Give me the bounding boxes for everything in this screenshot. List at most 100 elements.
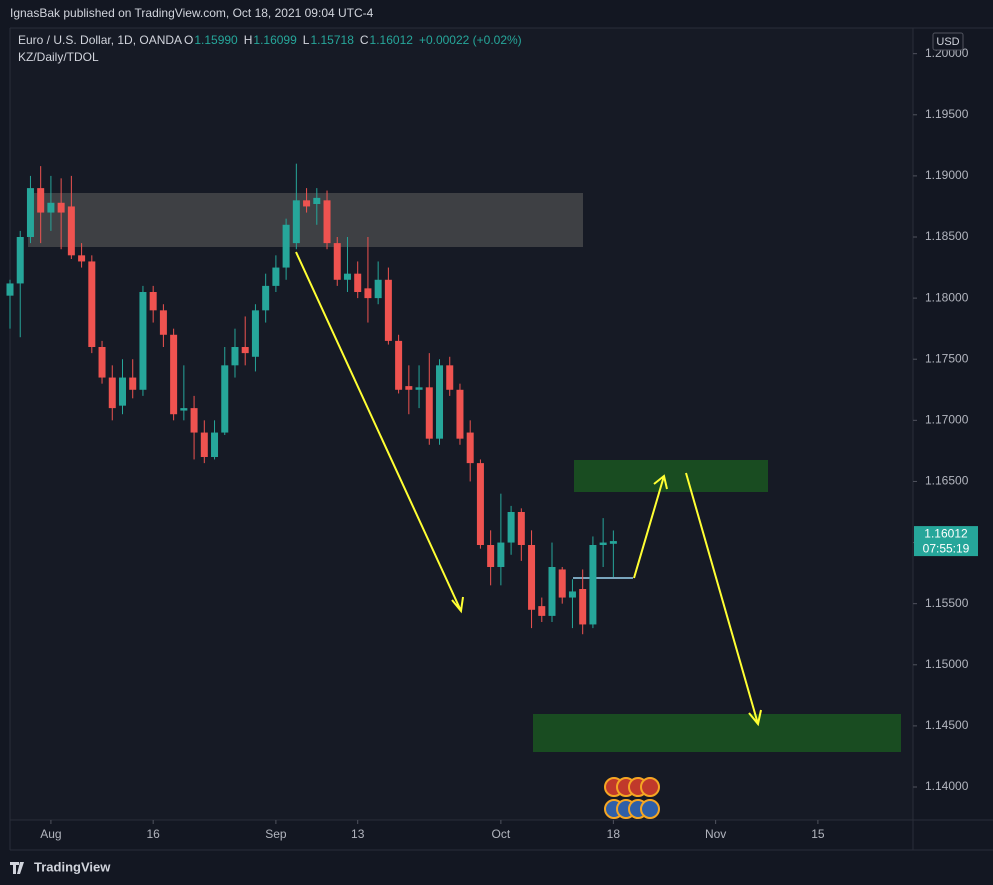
candle-body [548, 567, 556, 616]
currency-box[interactable] [932, 32, 964, 51]
candle-body [364, 288, 372, 299]
candle-body [88, 261, 96, 347]
candle-body [292, 200, 300, 244]
countdown: 07:55:19 [923, 541, 970, 555]
candle-body [57, 202, 65, 213]
candle-body [333, 243, 341, 280]
candle-body [487, 545, 495, 567]
candle-body [395, 340, 403, 390]
candle-body [425, 387, 433, 439]
candle-body [609, 541, 617, 544]
candle-body [313, 197, 321, 204]
candle-body [405, 386, 413, 390]
last-price: 1.16012 [924, 526, 968, 540]
candle-body [200, 432, 208, 457]
candle-body [528, 545, 536, 610]
candle-body [159, 310, 167, 335]
candle-body [221, 365, 229, 433]
candle-body [129, 377, 137, 390]
candle-body [272, 267, 280, 286]
candle-body [599, 542, 607, 545]
x-tick-label: 15 [811, 827, 825, 841]
y-tick-label: 1.19000 [925, 168, 969, 182]
candle-body [241, 347, 249, 354]
candle-body [456, 389, 464, 439]
brand: TradingView [34, 859, 111, 874]
candle-body [343, 273, 351, 280]
x-tick-label: Nov [705, 827, 726, 841]
indicator: KZ/Daily/TDOL [18, 50, 99, 64]
candle-body [374, 279, 382, 299]
ohlc-change: +0.00022 (+0.02%) [419, 33, 522, 47]
arrow-down-2 [685, 472, 762, 727]
arrow-up [633, 474, 668, 579]
logo [10, 862, 24, 874]
candle-body [47, 202, 55, 213]
candle-body [231, 347, 239, 366]
symbol: Euro / U.S. Dollar, 1D, OANDA [18, 33, 182, 47]
candle-body [118, 377, 126, 406]
y-tick-label: 1.17500 [925, 351, 969, 365]
candle-body [98, 347, 106, 378]
candle-body [78, 255, 86, 262]
event-icon [640, 777, 660, 797]
candle-body [568, 591, 576, 598]
candle-body [282, 224, 290, 268]
publisher: IgnasBak published on TradingView.com, O… [10, 6, 374, 20]
candle-body [517, 512, 525, 545]
ohlc-value: 1.16012 [370, 33, 414, 47]
y-tick-label: 1.15500 [925, 596, 969, 610]
y-tick-label: 1.16500 [925, 474, 969, 488]
ohlc-key: O [184, 33, 193, 47]
candle-body [558, 569, 566, 598]
x-tick-label: 16 [146, 827, 160, 841]
candle-body [251, 310, 259, 357]
target-zone [574, 460, 768, 492]
candle-body [26, 188, 34, 237]
candle-body [170, 334, 178, 415]
ohlc-key: H [244, 33, 253, 47]
arrows [295, 251, 762, 727]
candle-body [436, 365, 444, 439]
candle-body [323, 200, 331, 244]
x-tick-label: Oct [492, 827, 511, 841]
axes: 1.140001.145001.150001.155001.160001.165… [40, 46, 978, 841]
x-tick-label: 13 [351, 827, 365, 841]
candle-body [538, 606, 546, 616]
y-tick-label: 1.15000 [925, 657, 969, 671]
candle-body [476, 463, 484, 545]
candle-body [211, 432, 219, 457]
ohlc-key: L [303, 33, 310, 47]
y-tick-label: 1.14000 [925, 779, 969, 793]
candle-body [37, 188, 45, 213]
candle-body [354, 273, 362, 292]
candle-body [415, 387, 423, 390]
y-tick-label: 1.18000 [925, 290, 969, 304]
candle-body [67, 206, 75, 256]
arrow-down-1 [295, 251, 464, 614]
candle-body [384, 279, 392, 341]
y-tick-label: 1.19500 [925, 107, 969, 121]
ohlc-value: 1.16099 [253, 33, 297, 47]
currency[interactable]: USD [936, 36, 959, 48]
candle-body [446, 365, 454, 390]
candle-body [149, 292, 157, 311]
candle-body [466, 432, 474, 464]
y-tick-label: 1.18500 [925, 229, 969, 243]
candles [6, 163, 617, 635]
ohlc-value: 1.15718 [310, 33, 354, 47]
candle-body [589, 545, 597, 625]
candle-body [139, 292, 147, 390]
candle-body [16, 237, 24, 284]
event-icons [604, 777, 660, 819]
y-tick-label: 1.17000 [925, 413, 969, 427]
candle-body [303, 200, 311, 207]
candle-body [579, 589, 587, 625]
ohlc-legend: O 1.15990 H 1.16099 L 1.15718 C 1.16012 +0.00022… [184, 33, 522, 47]
x-tick-label: Aug [40, 827, 61, 841]
demand-zone [533, 714, 901, 752]
event-icon [640, 799, 660, 819]
candle-body [180, 408, 188, 411]
